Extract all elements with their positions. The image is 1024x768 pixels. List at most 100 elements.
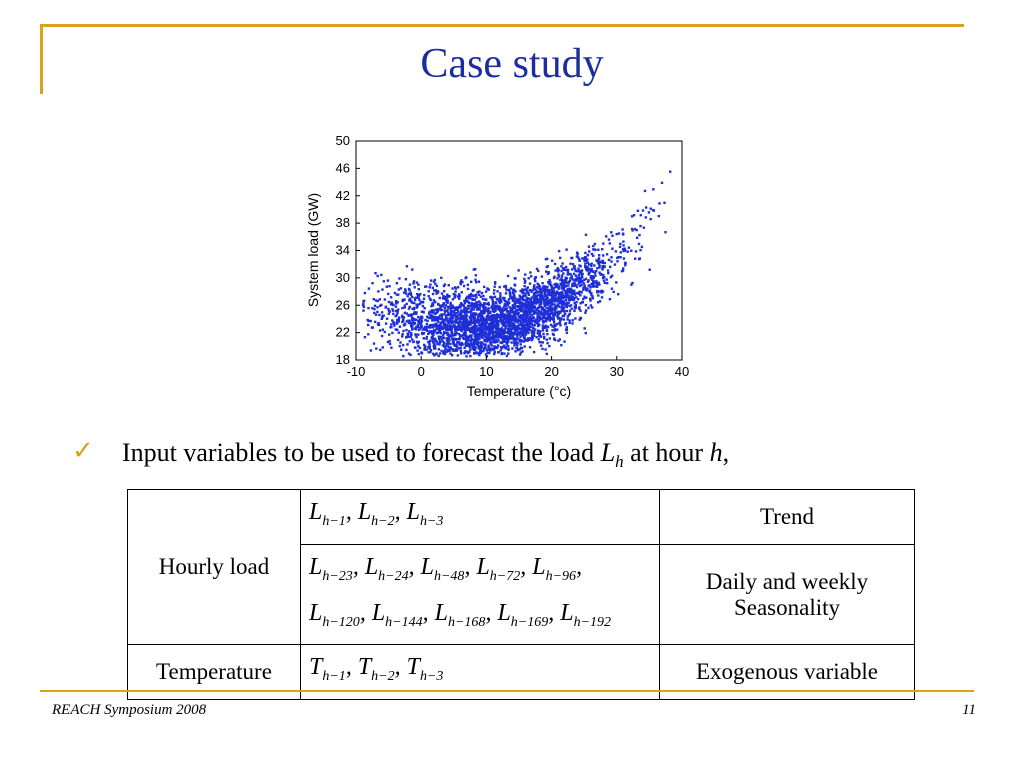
scatter-point: [533, 334, 536, 337]
scatter-point: [572, 291, 576, 294]
scatter-point: [484, 336, 487, 339]
scatter-point: [449, 342, 452, 346]
scatter-point: [466, 350, 469, 353]
scatter-point: [509, 310, 512, 313]
scatter-point: [405, 265, 409, 268]
scatter-point: [472, 268, 475, 271]
scatter-point: [454, 338, 458, 341]
scatter-point: [498, 332, 501, 336]
scatter-point: [529, 328, 532, 332]
scatter-point: [401, 333, 404, 336]
scatter-point: [473, 319, 476, 322]
scatter-point: [417, 296, 420, 300]
scatter-point: [534, 279, 537, 283]
scatter-point: [585, 269, 589, 272]
scatter-point: [432, 280, 436, 283]
scatter-point: [418, 320, 421, 323]
scatter-point: [471, 346, 474, 349]
scatter-point: [548, 282, 551, 286]
scatter-point: [592, 254, 595, 257]
scatter-point: [595, 259, 598, 262]
scatter-point: [530, 338, 534, 342]
scatter-point: [535, 289, 538, 292]
scatter-point: [560, 290, 564, 294]
scatter-point: [435, 284, 439, 288]
scatter-point: [495, 328, 498, 332]
scatter-point: [362, 303, 365, 306]
scatter-point: [452, 343, 455, 346]
scatter-point: [492, 318, 495, 321]
scatter-point: [521, 298, 525, 302]
scatter-point: [554, 312, 558, 315]
scatter-point: [411, 307, 414, 310]
scatter-point: [397, 288, 400, 291]
scatter-point: [496, 325, 500, 329]
scatter-point: [605, 235, 608, 238]
scatter-point: [448, 328, 451, 331]
scatter-point: [621, 248, 625, 251]
scatter-point: [518, 299, 522, 302]
scatter-point: [458, 324, 462, 327]
scatter-point: [635, 236, 639, 239]
scatter-point: [487, 288, 490, 291]
scatter-point: [517, 327, 520, 330]
scatter-point: [492, 338, 495, 342]
scatter-point: [413, 286, 416, 289]
scatter-point: [489, 295, 492, 299]
scatter-point: [478, 341, 481, 344]
scatter-point: [403, 304, 406, 307]
scatter-point: [506, 274, 510, 278]
x-axis-label: Temperature (°c): [467, 383, 571, 399]
scatter-point: [638, 257, 641, 260]
scatter-point: [418, 327, 422, 330]
scatter-point: [519, 343, 522, 346]
scatter-point: [526, 322, 529, 325]
scatter-point: [562, 288, 565, 292]
scatter-point: [440, 337, 444, 341]
scatter-point: [554, 324, 557, 328]
scatter-point: [391, 308, 394, 311]
input-variables-table: Hourly load Lh−1, Lh−2, Lh−3 Trend Lh−23…: [127, 488, 915, 701]
scatter-point: [443, 349, 446, 353]
scatter-point: [533, 299, 536, 303]
scatter-point: [531, 317, 534, 320]
scatter-point: [567, 281, 571, 284]
scatter-point: [643, 189, 647, 193]
scatter-point: [500, 330, 503, 334]
scatter-point: [590, 264, 593, 268]
scatter-point: [465, 355, 468, 358]
scatter-point: [557, 275, 560, 278]
scatter-point: [380, 273, 383, 277]
scatter-point: [454, 315, 458, 318]
scatter-point: [435, 291, 438, 294]
scatter-point: [413, 312, 416, 315]
scatter-point: [518, 348, 521, 351]
scatter-point: [500, 326, 503, 330]
bullet-suffix: ,: [722, 438, 730, 467]
scatter-point: [407, 321, 411, 324]
scatter-point: [547, 271, 550, 274]
scatter-point: [515, 327, 518, 330]
scatter-point: [627, 246, 631, 249]
scatter-point: [423, 327, 426, 331]
scatter-point: [532, 305, 535, 308]
scatter-point: [423, 343, 426, 347]
scatter-point: [546, 296, 549, 300]
scatter-point: [497, 315, 500, 318]
scatter-point: [565, 285, 568, 288]
scatter-point: [639, 214, 642, 217]
scatter-point: [379, 304, 382, 307]
scatter-point: [571, 284, 574, 288]
scatter-point: [443, 289, 446, 293]
scatter-point: [440, 292, 444, 295]
scatter-point: [435, 318, 438, 321]
scatter-point: [503, 352, 506, 355]
scatter-point: [532, 286, 536, 289]
scatter-point: [396, 301, 399, 304]
scatter-point: [380, 334, 384, 338]
scatter-point: [598, 300, 602, 303]
scatter-point: [473, 322, 477, 325]
scatter-point: [425, 348, 428, 351]
scatter-point: [561, 295, 564, 298]
scatter-point: [381, 288, 384, 291]
